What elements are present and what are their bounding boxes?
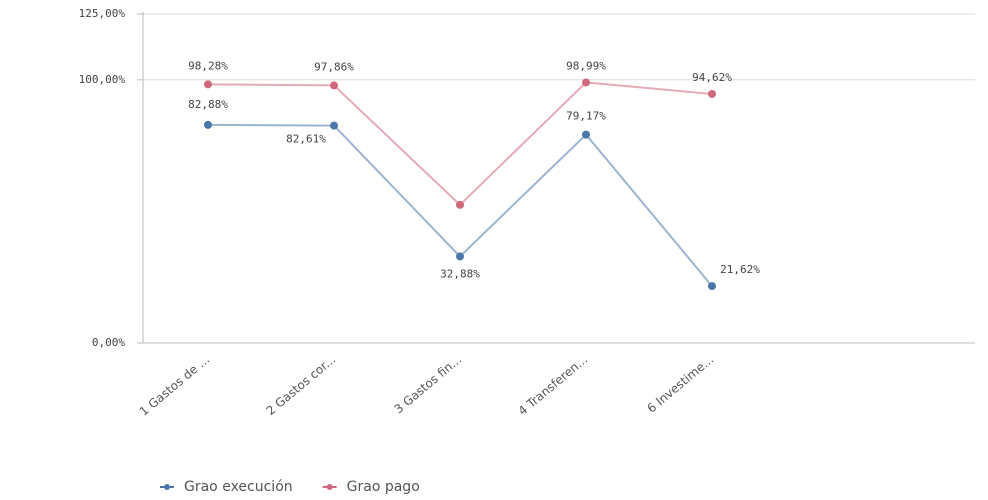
data-point	[456, 200, 464, 209]
data-point	[708, 282, 716, 291]
data-point	[708, 89, 716, 98]
legend-label: Grao pago	[347, 479, 420, 495]
data-point	[330, 121, 338, 130]
data-point	[204, 80, 212, 89]
x-tick-label: 2 Gastos cor...	[264, 352, 339, 418]
y-tick-label: 125,00%	[79, 7, 126, 20]
data-point	[456, 252, 464, 261]
y-tick-label: 100,00%	[79, 73, 126, 86]
legend-swatch	[164, 484, 170, 490]
x-tick-label: 3 Gastos fin...	[392, 352, 465, 416]
x-tick-label: 1 Gastos de ...	[137, 352, 212, 418]
data-label: 32,88%	[440, 267, 480, 280]
data-label: 94,62%	[692, 71, 732, 84]
legend-swatch	[326, 484, 333, 490]
data-label: 97,86%	[314, 60, 354, 73]
data-label: 82,61%	[286, 133, 326, 146]
data-label: 98,28%	[188, 59, 228, 72]
x-tick-label: 4 Transferen...	[515, 352, 590, 418]
data-label: 82,88%	[188, 98, 228, 111]
series-line	[207, 81, 713, 207]
data-point	[582, 78, 590, 87]
data-point	[330, 81, 338, 90]
y-tick-label: 0,00%	[92, 336, 125, 349]
data-point	[204, 120, 212, 129]
data-point	[582, 130, 590, 139]
data-label: 79,17%	[566, 110, 606, 123]
x-tick-label: 6 Investime...	[644, 352, 716, 415]
data-label: 21,62%	[720, 263, 760, 276]
data-label: 98,99%	[566, 59, 606, 72]
legend-label: Grao execución	[184, 479, 293, 495]
